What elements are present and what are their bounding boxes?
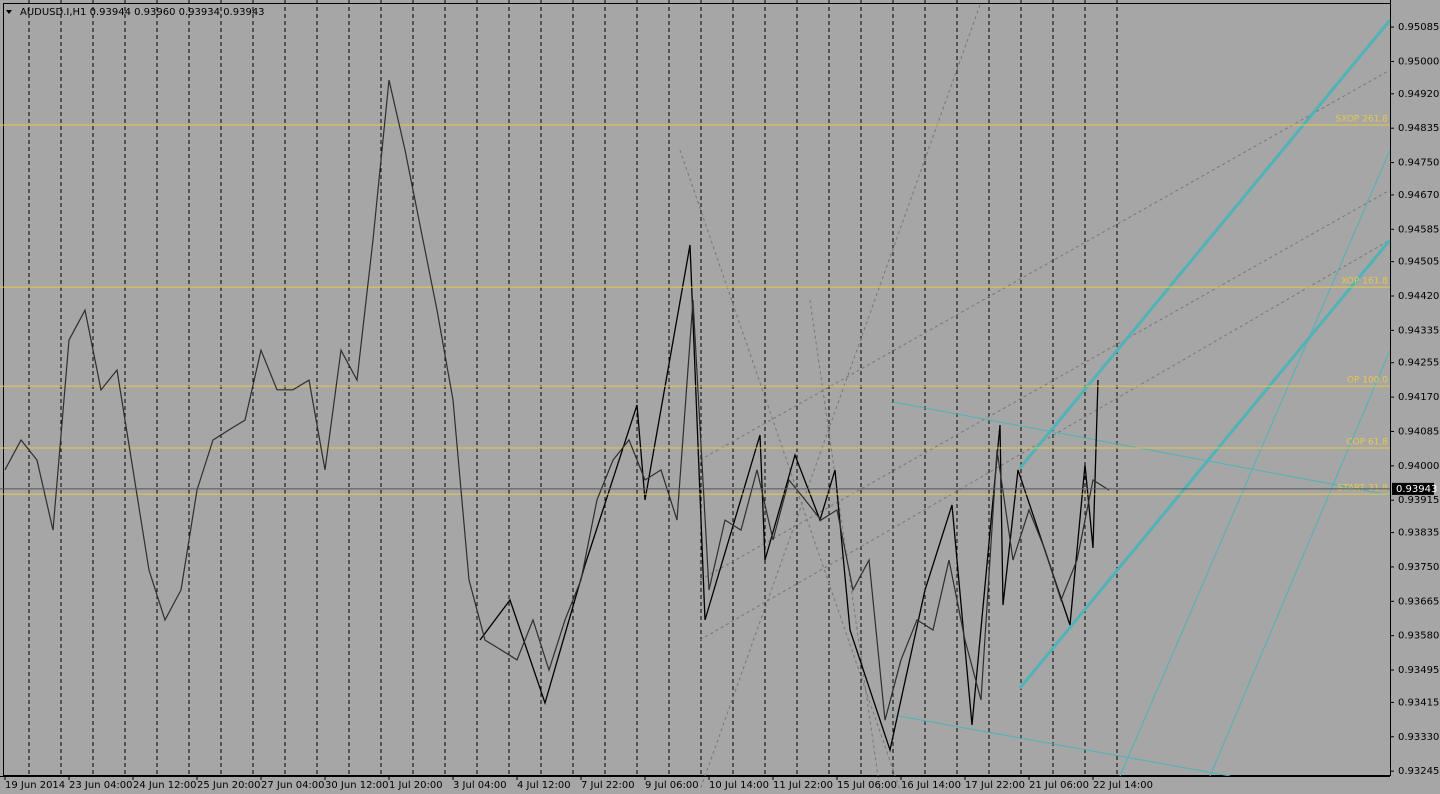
y-tick-label: 0.94255 [1398, 358, 1439, 369]
y-tick-label: 0.95085 [1398, 22, 1439, 33]
y-tick-label: 0.94170 [1398, 392, 1439, 403]
y-tick-label: 0.94750 [1398, 158, 1439, 169]
level-label: SXOP 261.8 [1336, 114, 1389, 124]
last-price-label: 0.93943 [1396, 484, 1437, 495]
x-tick-label: 10 Jul 14:00 [709, 780, 769, 791]
x-tick-label: 11 Jul 22:00 [773, 780, 833, 791]
level-label: XOP 161.8 [1341, 277, 1388, 287]
y-tick-label: 0.94670 [1398, 190, 1439, 201]
y-tick-label: 0.93245 [1398, 766, 1439, 777]
x-tick-label: 24 Jun 12:00 [133, 780, 197, 791]
y-tick-label: 0.93915 [1398, 495, 1439, 506]
level-label: COP 61.8 [1346, 438, 1388, 448]
x-tick-label: 1 Jul 20:00 [389, 780, 443, 791]
last-price-tag [1392, 482, 1434, 495]
y-tick-label: 0.94835 [1398, 123, 1439, 134]
menu-arrow[interactable] [6, 10, 12, 14]
x-tick-label: 16 Jul 14:00 [901, 780, 961, 791]
x-tick-label: 30 Jun 12:00 [325, 780, 389, 791]
x-tick-label: 27 Jun 04:00 [261, 780, 325, 791]
x-tick-label: 4 Jul 12:00 [517, 780, 571, 791]
y-tick-label: 0.93330 [1398, 732, 1439, 743]
x-tick-label: 3 Jul 04:00 [453, 780, 507, 791]
x-tick-label: 9 Jul 06:00 [645, 780, 699, 791]
y-tick-label: 0.95000 [1398, 56, 1439, 67]
x-tick-label: 22 Jul 14:00 [1093, 780, 1153, 791]
y-tick-label: 0.93495 [1398, 665, 1439, 676]
y-tick-label: 0.93750 [1398, 562, 1439, 573]
x-tick-label: 15 Jul 06:00 [837, 780, 897, 791]
y-tick-label: 0.94420 [1398, 291, 1439, 302]
y-tick-label: 0.93580 [1398, 631, 1439, 642]
y-tick-label: 0.93415 [1398, 697, 1439, 708]
x-tick-label: 17 Jul 22:00 [965, 780, 1025, 791]
drawing-objects [479, 4, 1392, 791]
y-tick-label: 0.94505 [1398, 257, 1439, 268]
y-tick-label: 0.94335 [1398, 325, 1439, 336]
y-tick-label: 0.93665 [1398, 596, 1439, 607]
y-tick-label: 0.94000 [1398, 461, 1439, 472]
y-tick-label: 0.94585 [1398, 224, 1439, 235]
price-line [4, 79, 1110, 721]
x-tick-label: 21 Jul 06:00 [1029, 780, 1089, 791]
y-tick-label: 0.93835 [1398, 528, 1439, 539]
chart-title: AUDUSD.I,H1 0.93944 0.93960 0.93934 0.93… [20, 7, 265, 18]
x-tick-label: 19 Jun 2014 [5, 780, 65, 791]
level-label: OP 100.0 [1347, 376, 1388, 386]
x-tick-label: 25 Jun 20:00 [197, 780, 261, 791]
y-tick-label: 0.94920 [1398, 89, 1439, 100]
y-tick-label: 0.94085 [1398, 426, 1439, 437]
x-tick-label: 23 Jun 04:00 [69, 780, 133, 791]
x-tick-label: 7 Jul 22:00 [581, 780, 635, 791]
